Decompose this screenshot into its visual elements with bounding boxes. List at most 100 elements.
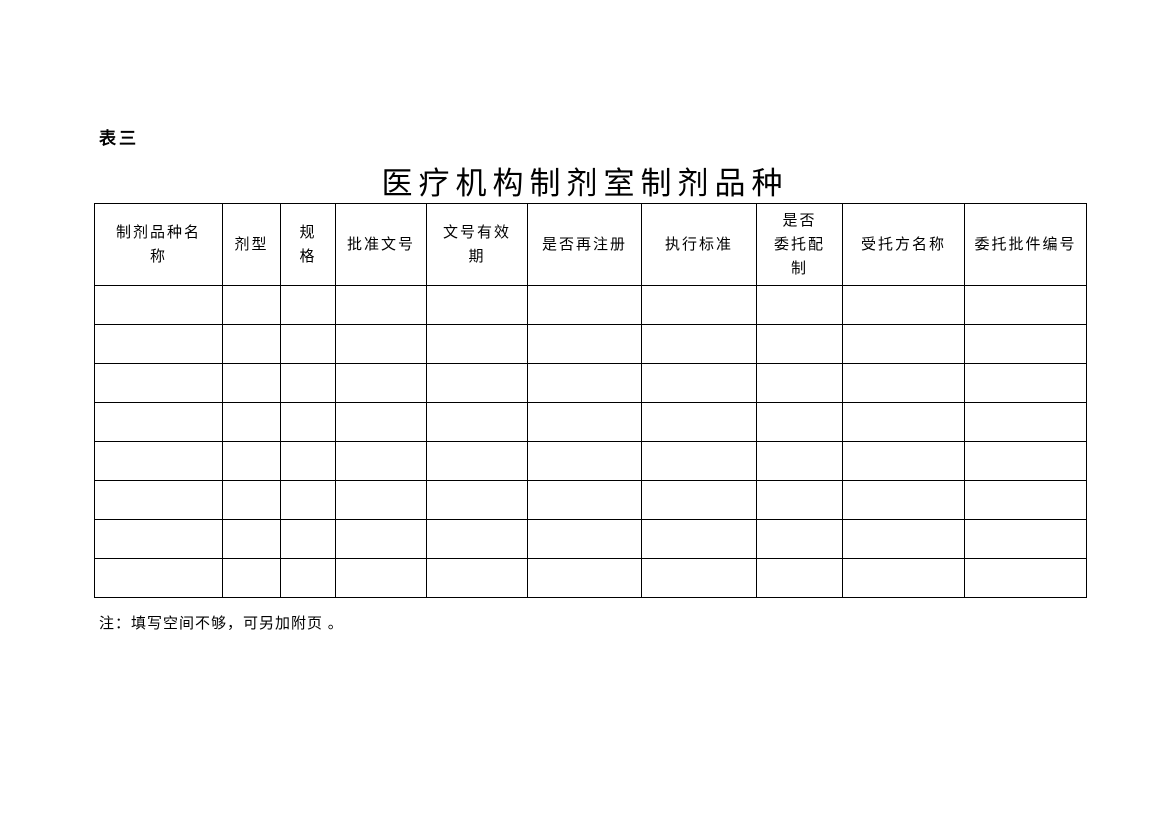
table-cell-r2-dosage-form[interactable] (222, 324, 281, 364)
table-cell-r6-re-registration[interactable] (527, 480, 642, 520)
table-cell-r6-entrustment-approval-number[interactable] (964, 480, 1087, 520)
table-cell-r2-re-registration[interactable] (527, 324, 642, 364)
table-cell-r8-execution-standard[interactable] (641, 558, 757, 598)
table-cell-r5-dosage-form[interactable] (222, 441, 281, 481)
table-cell-r1-execution-standard[interactable] (641, 285, 757, 325)
table-cell-r3-execution-standard[interactable] (641, 363, 757, 403)
table-cell-r6-dosage-form[interactable] (222, 480, 281, 520)
table-cell-r4-approval-number[interactable] (335, 402, 427, 442)
table-row-4 (94, 402, 1087, 442)
table-cell-r3-entrusted-preparation[interactable] (756, 363, 843, 403)
column-header-trustee-name: 受托方名称 (842, 203, 965, 286)
table-cell-r4-trustee-name[interactable] (842, 402, 965, 442)
table-header: 制剂品种名 称剂型规 格批准文号 文号有效 期是否再注册 执行标准 是否 委托配 制受… (94, 203, 1087, 286)
table-cell-r6-preparation-name[interactable] (94, 480, 223, 520)
table-row-6 (94, 480, 1087, 520)
table-cell-r5-specification[interactable] (280, 441, 336, 481)
table-body (94, 285, 1087, 598)
table-cell-r8-number-validity-period[interactable] (426, 558, 528, 598)
table-cell-r1-approval-number[interactable] (335, 285, 427, 325)
column-header-execution-standard: 执行标准 (641, 203, 757, 286)
table-cell-r5-re-registration[interactable] (527, 441, 642, 481)
table-header-row: 制剂品种名 称剂型规 格批准文号 文号有效 期是否再注册 执行标准 是否 委托配 制受… (94, 203, 1087, 286)
table-cell-r3-preparation-name[interactable] (94, 363, 223, 403)
table-cell-r7-entrusted-preparation[interactable] (756, 519, 843, 559)
table-cell-r3-re-registration[interactable] (527, 363, 642, 403)
column-header-approval-number: 批准文号 (335, 203, 427, 286)
table-cell-r7-preparation-name[interactable] (94, 519, 223, 559)
table-cell-r1-re-registration[interactable] (527, 285, 642, 325)
table-cell-r1-entrustment-approval-number[interactable] (964, 285, 1087, 325)
table-cell-r2-entrusted-preparation[interactable] (756, 324, 843, 364)
table-cell-r6-approval-number[interactable] (335, 480, 427, 520)
table-number-label: 表三 (99, 129, 139, 148)
table-cell-r8-preparation-name[interactable] (94, 558, 223, 598)
table-cell-r5-entrusted-preparation[interactable] (756, 441, 843, 481)
table-cell-r7-specification[interactable] (280, 519, 336, 559)
table-cell-r2-execution-standard[interactable] (641, 324, 757, 364)
table-cell-r5-preparation-name[interactable] (94, 441, 223, 481)
table-cell-r3-entrustment-approval-number[interactable] (964, 363, 1087, 403)
table-cell-r3-dosage-form[interactable] (222, 363, 281, 403)
table-cell-r2-specification[interactable] (280, 324, 336, 364)
table-cell-r6-execution-standard[interactable] (641, 480, 757, 520)
column-header-entrustment-approval-number: 委托批件编号 (964, 203, 1087, 286)
table-cell-r7-re-registration[interactable] (527, 519, 642, 559)
footnote: 注：填写空间不够，可另加附页 。 (99, 616, 344, 632)
table-cell-r1-number-validity-period[interactable] (426, 285, 528, 325)
table-cell-r8-specification[interactable] (280, 558, 336, 598)
table-cell-r2-preparation-name[interactable] (94, 324, 223, 364)
table-cell-r3-approval-number[interactable] (335, 363, 427, 403)
table-cell-r6-number-validity-period[interactable] (426, 480, 528, 520)
preparation-varieties-table: 制剂品种名 称剂型规 格批准文号 文号有效 期是否再注册 执行标准 是否 委托配 制受… (94, 203, 1087, 598)
table-cell-r4-preparation-name[interactable] (94, 402, 223, 442)
table-cell-r7-dosage-form[interactable] (222, 519, 281, 559)
table-cell-r7-entrustment-approval-number[interactable] (964, 519, 1087, 559)
column-header-entrusted-preparation: 是否 委托配 制 (756, 203, 843, 286)
table-cell-r7-trustee-name[interactable] (842, 519, 965, 559)
table-cell-r4-re-registration[interactable] (527, 402, 642, 442)
table-cell-r7-execution-standard[interactable] (641, 519, 757, 559)
table-cell-r8-entrustment-approval-number[interactable] (964, 558, 1087, 598)
page-title: 医疗机构制剂室制剂品种 (381, 166, 789, 201)
table-cell-r3-specification[interactable] (280, 363, 336, 403)
table-cell-r2-trustee-name[interactable] (842, 324, 965, 364)
table-cell-r1-trustee-name[interactable] (842, 285, 965, 325)
table-cell-r5-entrustment-approval-number[interactable] (964, 441, 1087, 481)
table-cell-r4-specification[interactable] (280, 402, 336, 442)
table-cell-r1-specification[interactable] (280, 285, 336, 325)
table-cell-r5-trustee-name[interactable] (842, 441, 965, 481)
table-cell-r5-number-validity-period[interactable] (426, 441, 528, 481)
table-cell-r6-specification[interactable] (280, 480, 336, 520)
table-cell-r1-preparation-name[interactable] (94, 285, 223, 325)
table-cell-r8-re-registration[interactable] (527, 558, 642, 598)
table-cell-r1-entrusted-preparation[interactable] (756, 285, 843, 325)
table-cell-r8-dosage-form[interactable] (222, 558, 281, 598)
table-cell-r4-dosage-form[interactable] (222, 402, 281, 442)
table-cell-r1-dosage-form[interactable] (222, 285, 281, 325)
table-cell-r2-number-validity-period[interactable] (426, 324, 528, 364)
table-cell-r2-entrustment-approval-number[interactable] (964, 324, 1087, 364)
table-cell-r6-entrusted-preparation[interactable] (756, 480, 843, 520)
table-row-5 (94, 441, 1087, 481)
table-cell-r8-entrusted-preparation[interactable] (756, 558, 843, 598)
table-cell-r3-trustee-name[interactable] (842, 363, 965, 403)
table-cell-r4-entrusted-preparation[interactable] (756, 402, 843, 442)
table-cell-r6-trustee-name[interactable] (842, 480, 965, 520)
column-header-dosage-form: 剂型 (222, 203, 281, 286)
table-row-3 (94, 363, 1087, 403)
table-cell-r8-approval-number[interactable] (335, 558, 427, 598)
table-cell-r8-trustee-name[interactable] (842, 558, 965, 598)
table-cell-r7-approval-number[interactable] (335, 519, 427, 559)
table-cell-r4-execution-standard[interactable] (641, 402, 757, 442)
table-cell-r3-number-validity-period[interactable] (426, 363, 528, 403)
table-row-2 (94, 324, 1087, 364)
table-cell-r4-number-validity-period[interactable] (426, 402, 528, 442)
table-cell-r7-number-validity-period[interactable] (426, 519, 528, 559)
table-row-1 (94, 285, 1087, 325)
table-cell-r2-approval-number[interactable] (335, 324, 427, 364)
table-cell-r5-execution-standard[interactable] (641, 441, 757, 481)
table-cell-r5-approval-number[interactable] (335, 441, 427, 481)
table-cell-r4-entrustment-approval-number[interactable] (964, 402, 1087, 442)
